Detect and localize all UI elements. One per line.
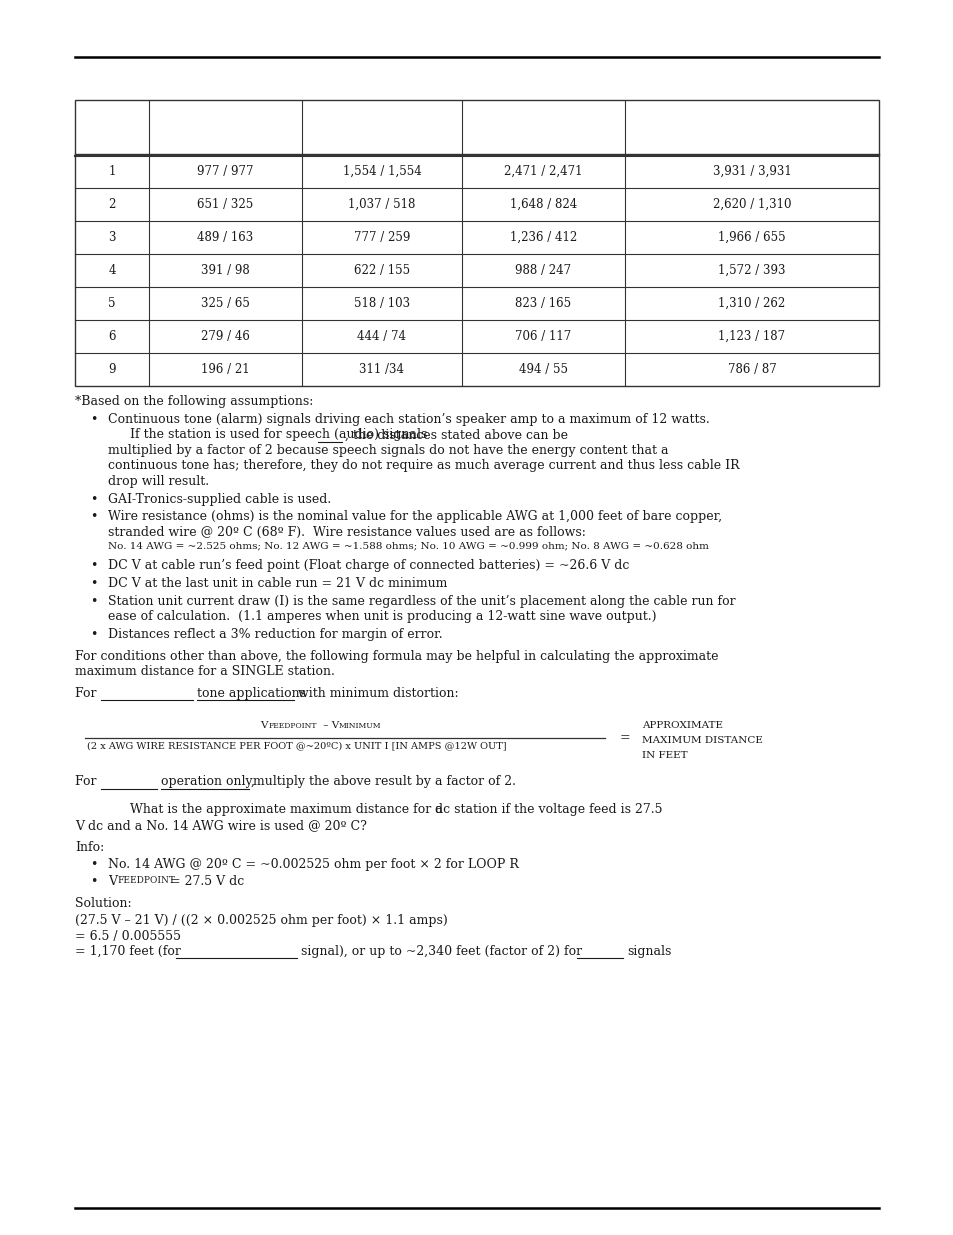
Text: Info:: Info:	[75, 841, 104, 853]
Text: GAI-Tronics-supplied cable is used.: GAI-Tronics-supplied cable is used.	[108, 493, 331, 505]
Text: 706 / 117: 706 / 117	[515, 330, 571, 343]
Text: 489 / 163: 489 / 163	[197, 231, 253, 245]
Text: 977 / 977: 977 / 977	[197, 165, 253, 178]
Text: 988 / 247: 988 / 247	[515, 264, 571, 277]
Text: signals: signals	[626, 945, 671, 958]
Text: APPROXIMATE: APPROXIMATE	[641, 721, 722, 730]
Text: 5: 5	[108, 296, 115, 310]
Text: 622 / 155: 622 / 155	[354, 264, 410, 277]
Text: 2,620 / 1,310: 2,620 / 1,310	[712, 198, 790, 211]
Text: ease of calculation.  (1.1 amperes when unit is producing a 12-watt sine wave ou: ease of calculation. (1.1 amperes when u…	[108, 610, 656, 624]
Text: drop will result.: drop will result.	[108, 474, 209, 488]
Text: Solution:: Solution:	[75, 897, 132, 910]
Text: 1,037 / 518: 1,037 / 518	[348, 198, 416, 211]
Text: •: •	[90, 510, 97, 524]
Text: tone applications: tone applications	[196, 687, 306, 700]
Text: 6: 6	[108, 330, 115, 343]
Text: 1,966 / 655: 1,966 / 655	[718, 231, 785, 245]
Text: = 1,170 feet (for: = 1,170 feet (for	[75, 945, 185, 958]
Text: V: V	[260, 721, 267, 730]
Text: 518 / 103: 518 / 103	[354, 296, 410, 310]
Text: 3: 3	[108, 231, 115, 245]
Text: stranded wire @ 20º C (68º F).  Wire resistance values used are as follows:: stranded wire @ 20º C (68º F). Wire resi…	[108, 526, 585, 538]
Text: =: =	[619, 731, 630, 743]
Text: For conditions other than above, the following formula may be helpful in calcula: For conditions other than above, the fol…	[75, 650, 718, 663]
Text: , the distances stated above can be: , the distances stated above can be	[345, 429, 567, 441]
Text: 1,310 / 262: 1,310 / 262	[718, 296, 785, 310]
Text: continuous tone has; therefore, they do not require as much average current and : continuous tone has; therefore, they do …	[108, 459, 739, 472]
Text: V: V	[108, 876, 117, 888]
Text: with minimum distortion:: with minimum distortion:	[297, 687, 458, 700]
Text: Distances reflect a 3% reduction for margin of error.: Distances reflect a 3% reduction for mar…	[108, 629, 442, 641]
Text: What is the approximate maximum distance for a: What is the approximate maximum distance…	[130, 803, 442, 816]
Text: 1: 1	[109, 165, 115, 178]
Text: V dc and a No. 14 AWG wire is used @ 20º C?: V dc and a No. 14 AWG wire is used @ 20º…	[75, 819, 367, 832]
Text: 2: 2	[109, 198, 115, 211]
Text: 2,471 / 2,471: 2,471 / 2,471	[504, 165, 582, 178]
Text: 1,648 / 824: 1,648 / 824	[509, 198, 577, 211]
Text: •: •	[90, 876, 97, 888]
Text: •: •	[90, 629, 97, 641]
Text: DC V at cable run’s feed point (Float charge of connected batteries) = ~26.6 V d: DC V at cable run’s feed point (Float ch…	[108, 559, 629, 572]
Text: •: •	[90, 577, 97, 590]
Text: 651 / 325: 651 / 325	[197, 198, 253, 211]
Text: 3,931 / 3,931: 3,931 / 3,931	[712, 165, 791, 178]
Text: IN FEET: IN FEET	[641, 751, 687, 760]
Text: (2 x AWG WIRE RESISTANCE PER FOOT @~20ºC) x UNIT I [IN AMPS @12W OUT]: (2 x AWG WIRE RESISTANCE PER FOOT @~20ºC…	[87, 741, 506, 751]
Text: = 27.5 V dc: = 27.5 V dc	[170, 876, 244, 888]
Text: *Based on the following assumptions:: *Based on the following assumptions:	[75, 395, 313, 408]
Text: multiplied by a factor of 2 because speech signals do not have the energy conten: multiplied by a factor of 2 because spee…	[108, 443, 668, 457]
Text: 279 / 46: 279 / 46	[201, 330, 250, 343]
Text: signal), or up to ~2,340 feet (factor of 2) for: signal), or up to ~2,340 feet (factor of…	[301, 945, 585, 958]
Text: Wire resistance (ohms) is the nominal value for the applicable AWG at 1,000 feet: Wire resistance (ohms) is the nominal va…	[108, 510, 721, 524]
Text: MINIMUM: MINIMUM	[338, 722, 381, 730]
Text: 777 / 259: 777 / 259	[354, 231, 410, 245]
Text: For: For	[75, 687, 100, 700]
Text: 311 /34: 311 /34	[359, 363, 404, 375]
Bar	[75, 100, 878, 387]
Text: Continuous tone (alarm) signals driving each station’s speaker amp to a maximum : Continuous tone (alarm) signals driving …	[108, 412, 709, 426]
Text: (27.5 V – 21 V) / ((2 × 0.002525 ohm per foot) × 1.1 amps): (27.5 V – 21 V) / ((2 × 0.002525 ohm per…	[75, 914, 447, 927]
Text: No. 14 AWG = ~2.525 ohms; No. 12 AWG = ~1.588 ohms; No. 10 AWG = ~0.999 ohm; No.: No. 14 AWG = ~2.525 ohms; No. 12 AWG = ~…	[108, 541, 708, 551]
Text: 1,236 / 412: 1,236 / 412	[509, 231, 577, 245]
Text: multiply the above result by a factor of 2.: multiply the above result by a factor of…	[253, 776, 516, 788]
Text: = 6.5 / 0.005555: = 6.5 / 0.005555	[75, 930, 181, 942]
Text: dc station if the voltage feed is 27.5: dc station if the voltage feed is 27.5	[435, 803, 661, 816]
Text: 391 / 98: 391 / 98	[201, 264, 250, 277]
Text: No. 14 AWG @ 20º C = ~0.002525 ohm per foot × 2 for LOOP R: No. 14 AWG @ 20º C = ~0.002525 ohm per f…	[108, 857, 518, 871]
Text: •: •	[90, 412, 97, 426]
Text: 823 / 165: 823 / 165	[515, 296, 571, 310]
Text: DC V at the last unit in cable run = 21 V dc minimum: DC V at the last unit in cable run = 21 …	[108, 577, 447, 590]
Text: For: For	[75, 776, 100, 788]
Text: •: •	[90, 559, 97, 572]
Text: •: •	[90, 493, 97, 505]
Text: 494 / 55: 494 / 55	[518, 363, 567, 375]
Text: 444 / 74: 444 / 74	[357, 330, 406, 343]
Text: – V: – V	[319, 721, 339, 730]
Text: maximum distance for a SINGLE station.: maximum distance for a SINGLE station.	[75, 666, 335, 678]
Text: 9: 9	[108, 363, 115, 375]
Text: •: •	[90, 595, 97, 608]
Text: 1,554 / 1,554: 1,554 / 1,554	[342, 165, 421, 178]
Text: 196 / 21: 196 / 21	[201, 363, 250, 375]
Text: 325 / 65: 325 / 65	[201, 296, 250, 310]
Text: •: •	[90, 857, 97, 871]
Text: MAXIMUM DISTANCE: MAXIMUM DISTANCE	[641, 736, 762, 745]
Text: 1,572 / 393: 1,572 / 393	[718, 264, 785, 277]
Text: 786 / 87: 786 / 87	[727, 363, 776, 375]
Text: If the station is used for speech (audio) signals: If the station is used for speech (audio…	[130, 429, 431, 441]
Text: 1,123 / 187: 1,123 / 187	[718, 330, 784, 343]
Text: FEEDPOINT: FEEDPOINT	[117, 877, 174, 885]
Text: Station unit current draw (I) is the same regardless of the unit’s placement alo: Station unit current draw (I) is the sam…	[108, 595, 735, 608]
Text: FEEDPOINT: FEEDPOINT	[269, 722, 317, 730]
Text: 4: 4	[108, 264, 115, 277]
Text: operation only,: operation only,	[161, 776, 254, 788]
